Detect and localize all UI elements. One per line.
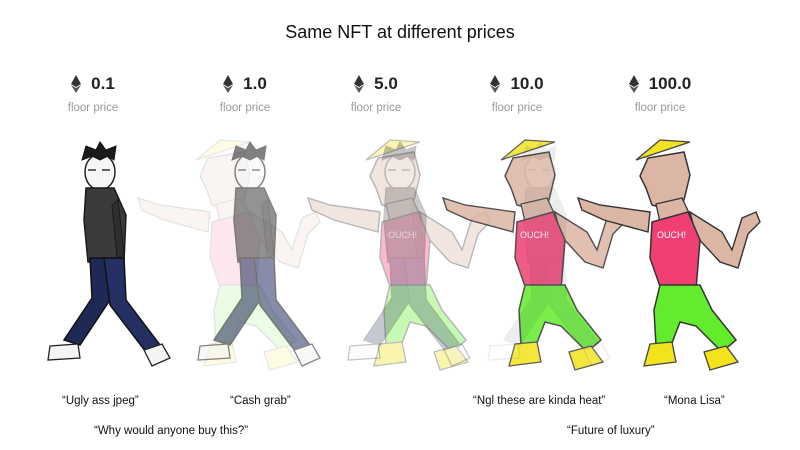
ethereum-icon xyxy=(354,75,365,93)
ethereum-icon xyxy=(628,75,639,93)
price-header-4: 10.0 floor price xyxy=(462,72,572,114)
meme-title: Same NFT at different prices xyxy=(285,22,515,42)
caption-kinda-heat: “Ngl these are kinda heat” xyxy=(473,395,606,407)
floor-price-label: floor price xyxy=(219,102,271,114)
price-value: 1.0 xyxy=(243,74,267,93)
ethereum-icon xyxy=(223,75,234,93)
price-value: 10.0 xyxy=(510,74,544,93)
floor-price-label: floor price xyxy=(67,102,119,114)
caption-why-buy: “Why would anyone buy this?” xyxy=(94,425,249,437)
caption-cash-grab: “Cash grab” xyxy=(230,395,291,407)
price-header-2: 1.0 floor price xyxy=(190,72,300,114)
caption-future-luxury: “Future of luxury” xyxy=(567,425,655,437)
shirt-text: OUCH! xyxy=(520,230,549,240)
floor-price-label: floor price xyxy=(491,102,543,114)
price-value: 100.0 xyxy=(648,74,692,93)
floor-price-label: floor price xyxy=(634,102,686,114)
figure-walker xyxy=(47,141,171,367)
price-header-5: 100.0 floor price xyxy=(605,72,715,114)
caption-ugly: “Ugly ass jpeg” xyxy=(62,395,139,407)
shirt-text: OUCH! xyxy=(657,230,686,240)
price-header-1: 0.1 floor price xyxy=(38,72,148,114)
caption-mona-lisa: “Mona Lisa” xyxy=(664,395,725,407)
price-value: 0.1 xyxy=(91,74,115,93)
price-header-3: 5.0 floor price xyxy=(321,72,431,114)
ethereum-icon xyxy=(490,75,501,93)
ethereum-icon xyxy=(71,75,82,93)
shirt-text: OUCH! xyxy=(388,230,417,240)
price-value: 5.0 xyxy=(374,74,398,93)
floor-price-label: floor price xyxy=(350,102,402,114)
